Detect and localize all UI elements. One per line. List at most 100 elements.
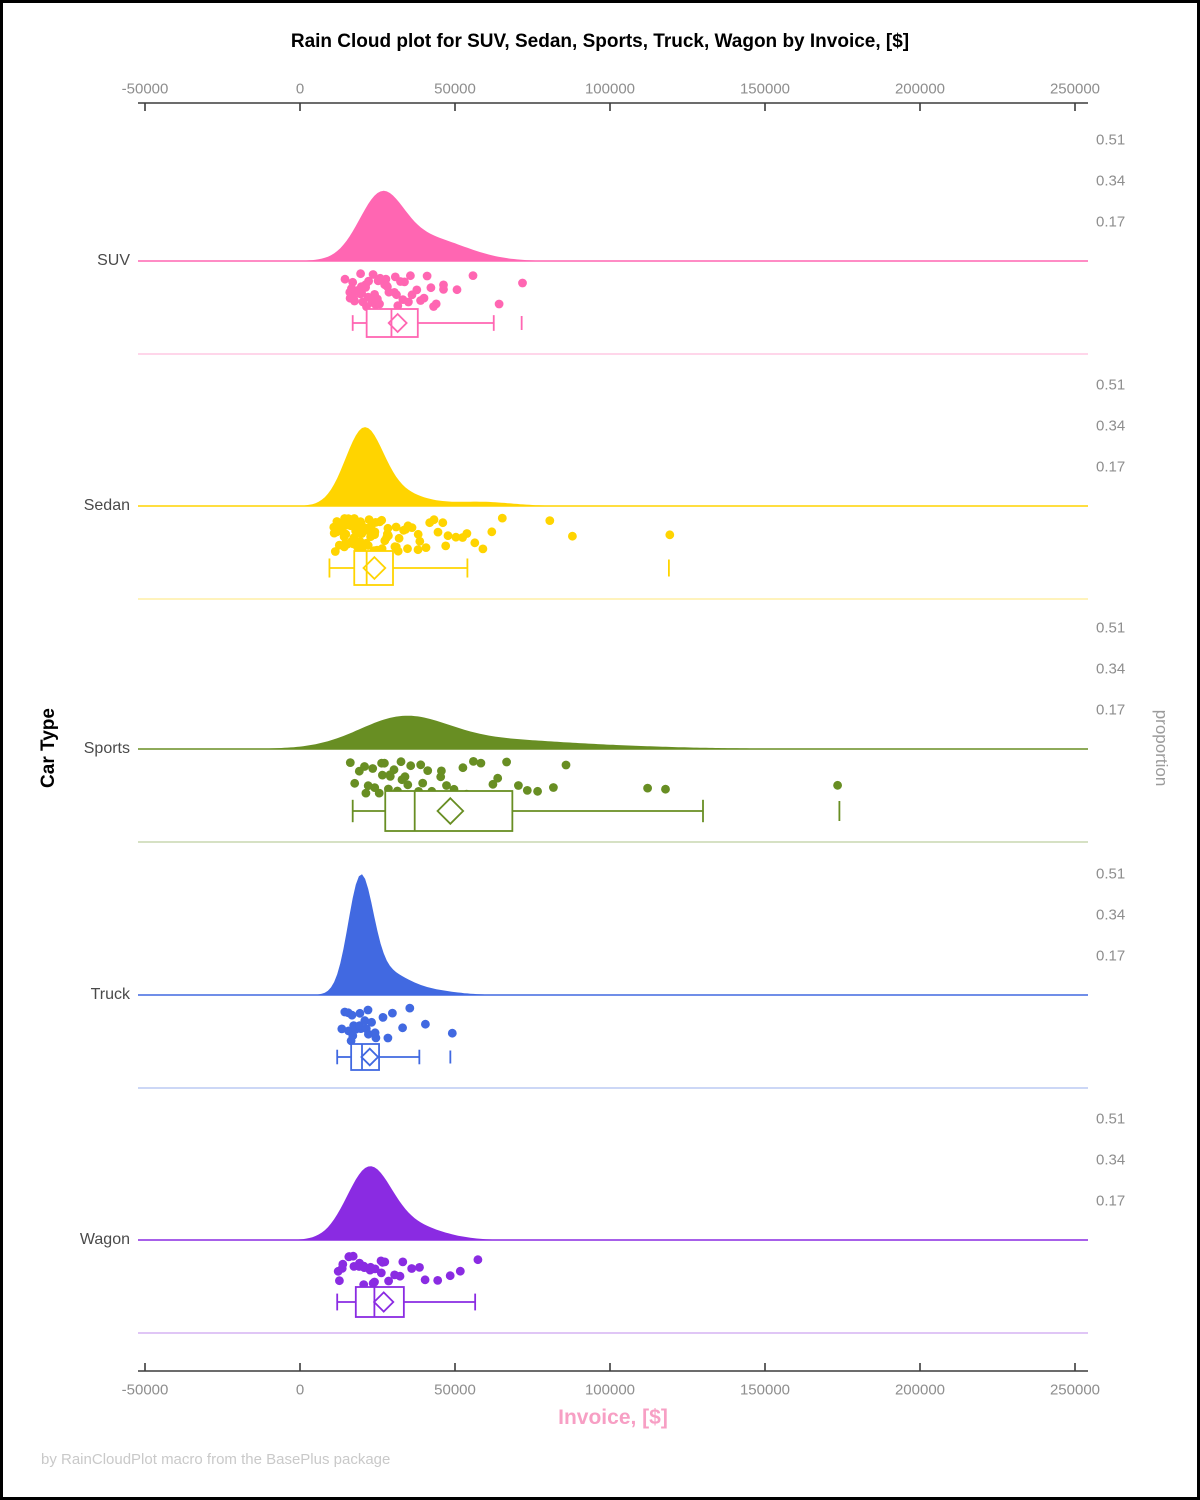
data-point bbox=[356, 269, 365, 279]
scatter-Wagon bbox=[333, 1251, 483, 1289]
data-point bbox=[469, 757, 478, 766]
data-point bbox=[407, 1264, 417, 1273]
boxplot-Sports bbox=[351, 790, 841, 832]
data-point bbox=[455, 1266, 465, 1276]
data-point bbox=[338, 1259, 348, 1269]
data-point bbox=[665, 530, 675, 540]
data-point bbox=[422, 271, 432, 281]
proportion-tick-label: 0.34 bbox=[1096, 906, 1126, 924]
right-axis-title: proportion bbox=[1152, 709, 1171, 787]
data-point bbox=[364, 276, 373, 286]
mean-marker bbox=[372, 1291, 395, 1313]
data-point bbox=[349, 294, 358, 303]
data-point bbox=[355, 289, 365, 299]
data-point bbox=[361, 788, 371, 798]
bottom-axis-tick-label: -50000 bbox=[121, 1381, 169, 1399]
data-point bbox=[494, 299, 504, 309]
data-point bbox=[345, 758, 355, 767]
scatter-Truck bbox=[337, 1003, 457, 1046]
data-point bbox=[561, 760, 571, 770]
data-point bbox=[415, 1263, 424, 1272]
data-point bbox=[347, 1010, 357, 1020]
data-point bbox=[502, 757, 511, 767]
data-point bbox=[389, 765, 399, 775]
data-point bbox=[458, 763, 468, 773]
data-point bbox=[443, 531, 453, 541]
density-Truck bbox=[138, 874, 1088, 995]
proportion-tick-label: 0.17 bbox=[1096, 701, 1126, 719]
proportion-tick-label: 0.34 bbox=[1096, 660, 1126, 678]
data-point bbox=[478, 544, 488, 554]
data-point bbox=[375, 299, 384, 309]
data-point bbox=[335, 1276, 344, 1286]
proportion-tick-label: 0.51 bbox=[1096, 1110, 1126, 1128]
proportion-tick-label: 0.17 bbox=[1096, 458, 1126, 476]
proportion-tick-label: 0.17 bbox=[1096, 1192, 1126, 1210]
data-point bbox=[394, 533, 404, 543]
proportion-tick-label: 0.34 bbox=[1096, 172, 1126, 190]
data-point bbox=[348, 1031, 358, 1041]
data-point bbox=[476, 758, 486, 768]
data-point bbox=[330, 547, 340, 556]
bottom-axis-tick-label: 150000 bbox=[739, 1381, 791, 1399]
mean-marker bbox=[387, 312, 408, 334]
data-point bbox=[533, 786, 542, 796]
data-point bbox=[396, 757, 406, 767]
top-axis-tick-label: 0 bbox=[295, 80, 305, 98]
bottom-axis-tick-label: 250000 bbox=[1049, 1381, 1101, 1399]
data-point bbox=[421, 543, 431, 552]
data-point bbox=[445, 1271, 455, 1281]
density-SUV bbox=[138, 190, 1088, 261]
data-point bbox=[442, 781, 451, 790]
scatter-Sedan bbox=[329, 513, 675, 556]
data-point bbox=[368, 270, 378, 279]
data-point bbox=[376, 1268, 386, 1278]
data-point bbox=[412, 285, 422, 295]
data-point bbox=[451, 532, 461, 542]
proportion-tick-label: 0.34 bbox=[1096, 417, 1126, 435]
y-axis-title: Car Type bbox=[38, 708, 59, 788]
top-axis-line bbox=[138, 102, 1088, 111]
data-point bbox=[337, 1024, 347, 1034]
data-point bbox=[380, 758, 389, 768]
top-axis-tick-label: -50000 bbox=[121, 80, 169, 98]
data-point bbox=[470, 538, 480, 548]
data-point bbox=[514, 781, 523, 790]
data-point bbox=[392, 290, 401, 300]
data-point bbox=[383, 282, 392, 292]
data-point bbox=[398, 1023, 407, 1033]
x-axis-title: Invoice, [$] bbox=[558, 1406, 668, 1429]
data-point bbox=[375, 517, 385, 527]
data-point bbox=[370, 1277, 379, 1287]
data-point bbox=[395, 1271, 405, 1281]
data-point bbox=[441, 541, 451, 551]
category-label-Wagon: Wagon bbox=[79, 1231, 130, 1248]
data-point bbox=[398, 1257, 408, 1267]
data-point bbox=[407, 523, 417, 532]
data-point bbox=[378, 1013, 388, 1022]
data-point bbox=[415, 536, 425, 546]
data-point bbox=[545, 516, 555, 525]
bottom-axis-tick-label: 50000 bbox=[434, 1381, 476, 1399]
boxplot-Truck bbox=[336, 1043, 452, 1071]
data-point bbox=[364, 1029, 373, 1039]
data-point bbox=[370, 527, 380, 537]
data-point bbox=[341, 529, 351, 539]
data-point bbox=[405, 1003, 415, 1013]
data-point bbox=[418, 778, 428, 788]
density-Sedan bbox=[138, 427, 1088, 506]
data-point bbox=[447, 1028, 457, 1038]
bottom-axis-tick-label: 100000 bbox=[584, 1381, 636, 1399]
data-point bbox=[426, 283, 436, 293]
data-point bbox=[413, 545, 423, 555]
data-point bbox=[433, 527, 443, 537]
data-point bbox=[340, 274, 350, 284]
data-point bbox=[391, 522, 401, 532]
top-axis-tick-label: 100000 bbox=[584, 80, 636, 98]
top-axis-tick-label: 200000 bbox=[894, 80, 946, 98]
data-point bbox=[403, 544, 412, 554]
proportion-tick-label: 0.17 bbox=[1096, 213, 1126, 231]
bottom-axis-line bbox=[138, 1363, 1088, 1372]
data-point bbox=[497, 513, 507, 523]
